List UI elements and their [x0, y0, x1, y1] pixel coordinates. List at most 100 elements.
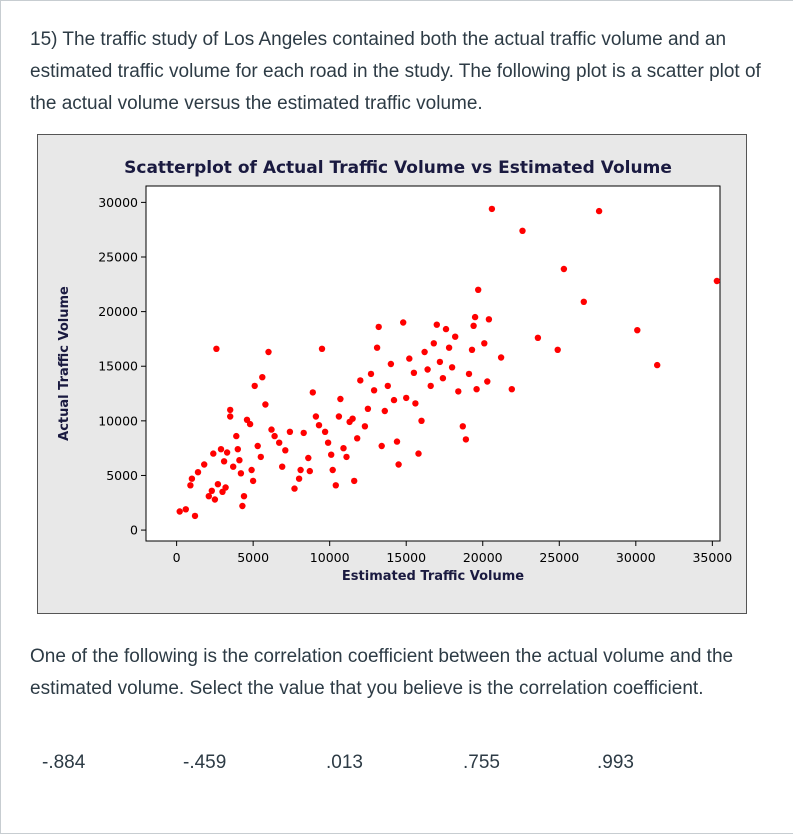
data-point	[237, 470, 245, 477]
data-point	[424, 366, 431, 373]
data-point	[240, 493, 248, 500]
data-point	[462, 436, 470, 443]
data-point	[210, 450, 217, 457]
data-point	[442, 325, 450, 333]
x-tick-label: 25000	[539, 550, 579, 565]
data-point	[259, 374, 266, 381]
data-point	[713, 277, 721, 285]
data-point	[276, 439, 283, 446]
question-prompt: One of the following is the correlation …	[30, 646, 734, 699]
data-point	[459, 423, 466, 430]
data-point	[335, 413, 343, 420]
y-tick-label: 25000	[98, 250, 138, 265]
data-point	[182, 506, 189, 513]
data-point	[217, 446, 225, 453]
data-point	[300, 429, 307, 437]
data-point	[471, 313, 479, 321]
y-tick-label: 10000	[98, 413, 138, 428]
data-point	[421, 348, 428, 356]
data-point	[332, 482, 339, 489]
data-point	[236, 457, 243, 464]
data-point	[488, 205, 496, 213]
data-point	[452, 333, 459, 340]
y-tick-label: 0	[130, 523, 138, 538]
data-point	[328, 451, 335, 458]
data-point	[554, 346, 561, 353]
data-point	[481, 340, 488, 347]
option-e[interactable]: .993	[597, 752, 634, 773]
data-point	[305, 454, 312, 462]
data-point	[455, 388, 462, 395]
data-point	[473, 386, 480, 393]
data-point	[309, 389, 316, 396]
data-point	[312, 413, 320, 420]
data-point	[220, 458, 228, 465]
data-point	[484, 378, 491, 385]
data-point	[188, 475, 196, 482]
data-point	[194, 469, 202, 476]
data-point	[271, 432, 278, 440]
data-point	[654, 361, 661, 369]
data-point	[295, 475, 303, 482]
x-tick-label: 35000	[692, 550, 732, 565]
data-point	[508, 386, 515, 393]
data-point	[395, 461, 402, 468]
data-point	[448, 364, 456, 371]
data-point	[427, 382, 434, 390]
data-point	[223, 449, 231, 456]
data-point	[378, 442, 385, 450]
data-point	[375, 323, 382, 331]
data-point	[337, 395, 344, 403]
data-point	[227, 413, 234, 420]
data-point	[324, 439, 332, 446]
option-c[interactable]: .013	[326, 752, 363, 773]
data-point	[282, 447, 289, 454]
x-tick-label: 15000	[386, 550, 426, 565]
data-point	[410, 369, 418, 376]
data-point	[384, 382, 391, 390]
data-point	[248, 466, 255, 474]
y-tick-label: 30000	[98, 195, 138, 210]
data-point	[370, 387, 378, 394]
chart-title: Scatterplot of Actual Traffic Volume vs …	[124, 158, 672, 178]
data-point	[519, 227, 526, 234]
data-point	[211, 496, 219, 503]
data-point	[357, 377, 364, 384]
x-tick-label: 5000	[237, 550, 269, 565]
data-point	[239, 502, 246, 510]
data-point	[436, 358, 444, 366]
data-point	[227, 406, 234, 414]
plot-area	[145, 185, 721, 542]
data-point	[560, 265, 568, 273]
data-point	[354, 435, 361, 442]
data-point	[201, 461, 208, 468]
y-tick-label: 15000	[98, 359, 138, 374]
answer-options: -.884 -.459 .013 .755 .993	[0, 752, 794, 792]
x-tick-label: 20000	[463, 550, 503, 565]
x-tick-label: 0	[173, 550, 181, 565]
data-point	[297, 466, 304, 474]
y-axis-label: Actual Traffic Volume	[57, 286, 72, 441]
data-point	[214, 481, 222, 488]
data-point	[373, 344, 381, 351]
data-point	[222, 484, 229, 491]
data-point	[497, 354, 505, 361]
data-point	[465, 370, 473, 378]
data-point	[286, 428, 294, 435]
data-point	[262, 401, 269, 408]
scatter-chart-svg: Scatterplot of Actual Traffic Volume vs …	[57, 158, 732, 584]
data-point	[254, 442, 261, 450]
data-point	[349, 415, 356, 422]
scatter-chart: Scatterplot of Actual Traffic Volume vs …	[37, 134, 747, 614]
data-point	[470, 322, 477, 329]
option-b[interactable]: -.459	[183, 752, 227, 773]
data-point	[361, 423, 369, 430]
option-a[interactable]: -.884	[42, 752, 86, 773]
y-tick-label: 5000	[106, 468, 138, 483]
option-d[interactable]: .755	[463, 752, 500, 773]
y-tick-label: 20000	[98, 304, 138, 319]
data-point	[485, 316, 493, 323]
data-point	[205, 493, 212, 500]
data-point	[191, 512, 199, 520]
data-point	[315, 422, 323, 429]
